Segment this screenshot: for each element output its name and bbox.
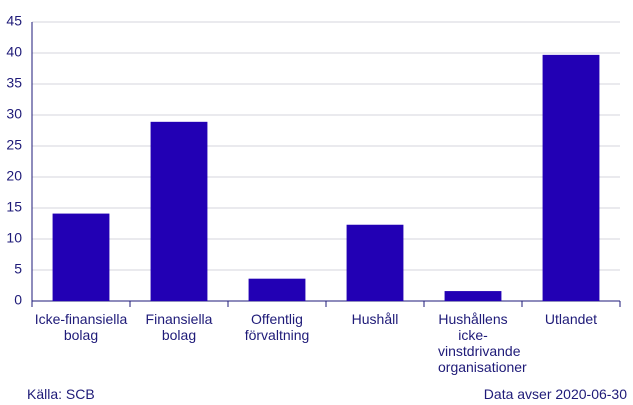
x-tick-label: Utlandet [544, 311, 598, 327]
y-tick-label: 35 [6, 75, 22, 91]
y-tick-label: 25 [6, 137, 22, 153]
y-tick-label: 10 [6, 230, 22, 246]
x-tick-label: Offentlig förvaltning [244, 311, 310, 343]
x-tick-label: Hushåll [351, 311, 399, 327]
x-tick-label: Icke-finansiella bolag [34, 311, 128, 343]
bar [542, 54, 600, 301]
y-tick-label: 20 [6, 168, 22, 184]
y-tick-label: 40 [6, 44, 22, 60]
bar [444, 291, 502, 301]
source: Källa: SCB [27, 386, 95, 402]
y-tick-label: 5 [14, 261, 22, 277]
x-tick-label: Hushållens icke-vinstdrivande organisati… [438, 311, 527, 375]
y-tick-label: 15 [6, 199, 22, 215]
y-tick-label: 30 [6, 106, 22, 122]
x-tick-label: Finansiella bolag [145, 311, 213, 343]
y-tick-label: 45 [6, 13, 22, 29]
bar [248, 278, 306, 301]
date-note: Data avser 2020-06-30 [483, 386, 627, 402]
bar [150, 121, 208, 301]
bar [346, 224, 404, 301]
y-tick-label: 0 [14, 292, 22, 308]
bar [52, 213, 110, 301]
